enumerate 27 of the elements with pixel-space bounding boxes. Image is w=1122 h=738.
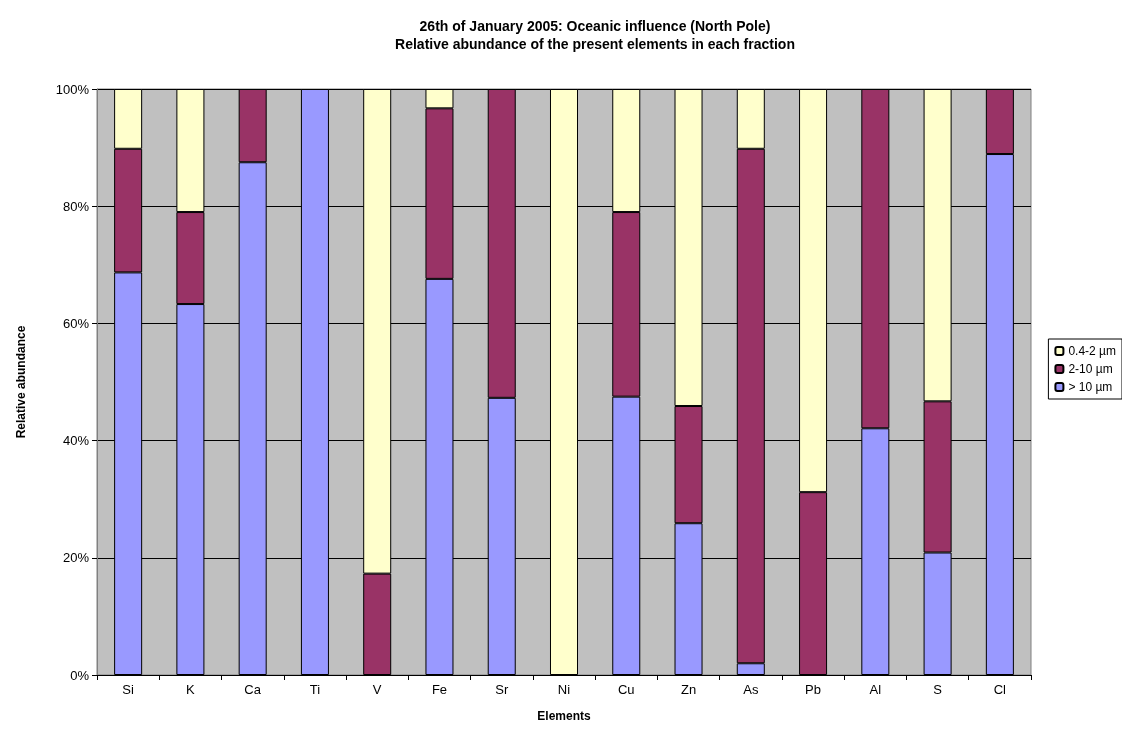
chart-title: 26th of January 2005: Oceanic influence (North Pole) Relative abundance of the present elements in each fraction (395, 18, 795, 52)
x-axis-title: Elements (537, 709, 591, 723)
x-tick-label: Fe (431, 682, 448, 697)
x-tick-label: Ti (309, 682, 321, 697)
legend-label: 2-10 µm (1068, 362, 1113, 376)
x-tick-label: Pb (805, 682, 822, 697)
x-tick-label: K (186, 682, 196, 697)
legend-label: 0.4-2 µm (1068, 344, 1117, 358)
y-tick-label: 20% (62, 550, 90, 566)
x-tick-label: S (933, 682, 943, 697)
legend-label: > 10 µm (1068, 380, 1113, 394)
y-tick-label: 40% (62, 433, 90, 449)
y-axis-title: Relative abundance (14, 325, 28, 439)
x-tick-label: Cu (617, 682, 635, 697)
x-tick-label: As (743, 682, 759, 697)
x-tick-label: Si (122, 682, 135, 697)
y-tick-label: 100% (55, 81, 90, 97)
y-tick-label: 60% (62, 315, 90, 331)
x-tick-label: Al (869, 682, 882, 697)
x-tick-label: V (372, 682, 382, 697)
x-tick-label: Sr (495, 682, 509, 697)
x-tick-label: Ca (244, 682, 262, 697)
y-tick-label: 0% (70, 667, 90, 683)
x-tick-label: Zn (680, 682, 697, 697)
y-tick-label: 80% (62, 198, 90, 214)
x-tick-label: Cl (993, 682, 1007, 697)
x-tick-label: Ni (557, 682, 571, 697)
